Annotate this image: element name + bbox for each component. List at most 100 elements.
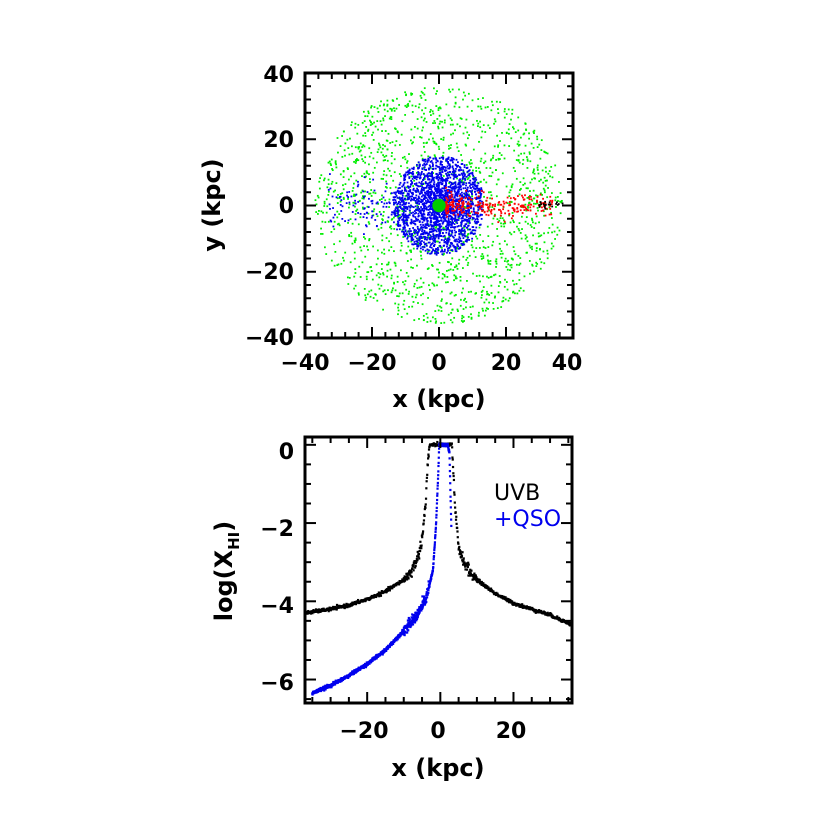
green-point [440,246,443,249]
green-point [379,146,382,149]
green-point [368,192,371,195]
blue-point [458,230,460,233]
red-point [462,211,464,214]
blue-point [435,251,438,254]
green-point [396,215,399,218]
green-point [508,145,511,147]
green-point [502,222,505,225]
blue-tail-point [385,205,388,208]
blue-point [417,161,420,164]
blue-tail-point [367,206,370,208]
blue-point [478,200,481,202]
blue-point [446,160,449,163]
green-point [408,153,410,155]
green-point [448,88,450,91]
green-point [520,215,523,218]
uvb-point [420,547,423,550]
green-point [400,165,402,168]
green-point [517,144,520,147]
blue-point [445,181,447,184]
blue-point [407,170,410,173]
blue-point [417,209,420,212]
blue-point [434,217,437,220]
blue-point [428,164,431,167]
green-point [501,300,504,303]
blue-point [422,159,425,162]
blue-point [421,233,424,236]
blue-point [425,208,428,211]
blue-tail-point [387,216,390,219]
red-point [486,210,489,213]
red-point [523,198,526,201]
blue-point [458,211,461,214]
blue-point [480,187,483,190]
green-point [470,165,472,168]
blue-point [469,190,471,192]
green-point [380,226,383,229]
red-point [502,208,505,211]
uvb-point [459,552,463,556]
green-point [394,302,397,305]
green-point [364,156,367,159]
blue-tail-point [392,199,395,201]
blue-tail-point [363,213,366,215]
blue-point [444,179,447,181]
green-point [353,251,356,254]
green-point [449,303,452,305]
blue-point [438,220,441,223]
green-point [498,242,501,245]
red-point [447,206,450,209]
blue-point [429,190,432,193]
green-point [529,181,532,184]
uvb-point [431,444,434,447]
blue-point [443,198,446,201]
blue-point [435,183,438,186]
blue-point [423,205,426,208]
blue-point [457,191,460,194]
red-point [451,209,454,212]
uvb-point [318,608,321,611]
blue-point [437,213,440,215]
blue-point [405,201,408,204]
blue-point [424,160,427,163]
blue-tail-point [398,217,401,220]
blue-point [465,175,468,178]
blue-point [461,177,464,180]
blue-point [451,212,454,215]
black-tail-point [538,206,541,208]
green-point [474,256,477,259]
blue-tail-point [380,213,382,216]
uvb-point [329,609,332,612]
blue-point [423,196,426,198]
green-point [437,127,440,130]
green-point [386,220,389,222]
green-point [502,300,505,302]
blue-point [434,186,436,189]
red-point [447,189,449,192]
blue-point [438,216,441,218]
blue-tail-point [406,206,409,209]
green-point [508,297,511,300]
green-point [507,128,510,131]
green-point [378,144,381,147]
green-point [382,273,385,276]
red-point [449,204,452,206]
uvb-point [420,544,423,547]
green-point [492,307,495,310]
green-point [559,200,562,203]
green-point [497,108,499,110]
blue-point [445,189,447,192]
green-point [525,209,528,212]
green-point [459,275,462,278]
blue-point [467,198,469,201]
blue-point [411,178,414,180]
green-point [405,288,408,291]
green-point [377,257,379,260]
green-point [424,99,427,101]
blue-point [411,167,414,170]
green-point [384,115,386,118]
blue-point [457,186,460,188]
green-point [558,229,561,232]
green-point [470,162,473,165]
green-point [368,173,370,176]
